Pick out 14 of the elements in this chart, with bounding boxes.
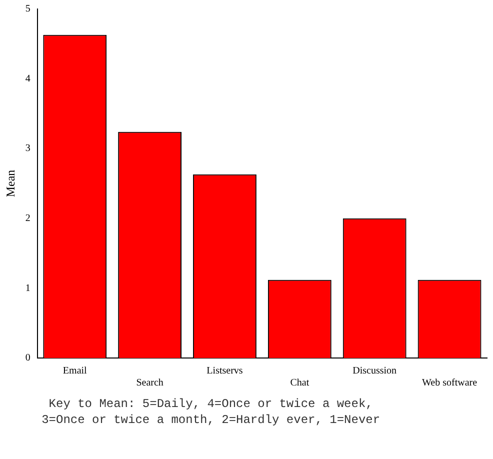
y-tick-label: 0 <box>25 352 30 364</box>
y-tick-label: 4 <box>25 73 30 84</box>
x-tick-label: Listservs <box>206 366 243 377</box>
text: Key to Mean: 5=Daily, 4=Once or twice a week, 3=Once or twice a month, 2=Hardly ever, 1=Never <box>40 396 382 428</box>
y-tick-label: 3 <box>25 143 30 154</box>
x-tick-label: Web software <box>422 378 478 389</box>
y-tick-label: 2 <box>25 213 30 224</box>
x-tick-label: Search <box>136 378 164 389</box>
x-tick-label: Chat <box>290 378 310 389</box>
y-tick-label: 5 <box>25 4 30 15</box>
y-tick-label: 1 <box>25 282 30 294</box>
x-tick-label: Email <box>62 366 88 377</box>
x-tick-label: Discussion <box>352 366 397 377</box>
y-axis-title: Mean <box>3 170 18 198</box>
